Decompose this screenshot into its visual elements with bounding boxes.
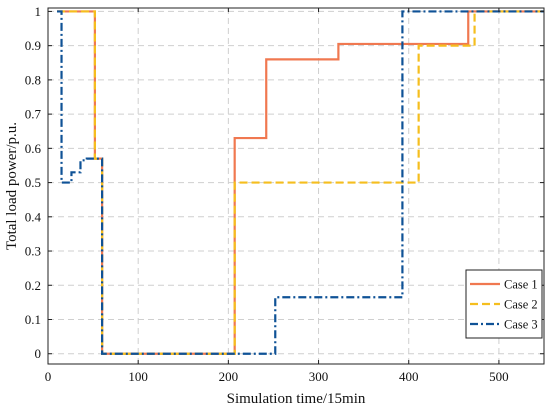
legend-box — [465, 269, 543, 339]
y-tick-label: 0.5 — [25, 175, 41, 190]
y-tick-label: 0.8 — [25, 72, 41, 87]
legend-label: Case 1 — [504, 278, 538, 292]
grid — [48, 8, 544, 364]
y-tick-label: 0.1 — [25, 312, 41, 327]
y-tick-label: 0.2 — [25, 278, 41, 293]
ticks: 0 100 200 300 400 500 0 0.1 0.2 0.3 0.4 0.5 0.6 0.7 0.… — [25, 4, 544, 384]
series-line-case-2 — [57, 10, 544, 355]
y-tick-label: 0.4 — [25, 209, 42, 224]
x-tick-label: 200 — [219, 369, 239, 384]
series-line-case-3 — [57, 10, 544, 355]
series-layer — [57, 10, 544, 355]
legend-label: Case 3 — [504, 318, 538, 332]
x-tick-label: 500 — [489, 369, 509, 384]
y-tick-label: 0.9 — [25, 38, 41, 53]
x-axis-label: Simulation time/15min — [227, 391, 366, 407]
legend: Case 1 Case 2 Case 3 — [465, 269, 543, 339]
x-tick-label: 100 — [128, 369, 148, 384]
y-tick-label: 0 — [35, 346, 42, 361]
y-tick-label: 0.6 — [25, 141, 42, 156]
x-tick-label: 300 — [309, 369, 329, 384]
legend-label: Case 2 — [504, 298, 538, 312]
y-axis-label: Total load power/p.u. — [4, 122, 20, 250]
y-tick-label: 1 — [35, 4, 42, 19]
x-tick-label: 0 — [45, 369, 52, 384]
y-tick-label: 0.7 — [25, 107, 42, 122]
y-tick-label: 0.3 — [25, 244, 41, 259]
plot-frame — [47, 7, 545, 365]
x-tick-label: 400 — [399, 369, 419, 384]
